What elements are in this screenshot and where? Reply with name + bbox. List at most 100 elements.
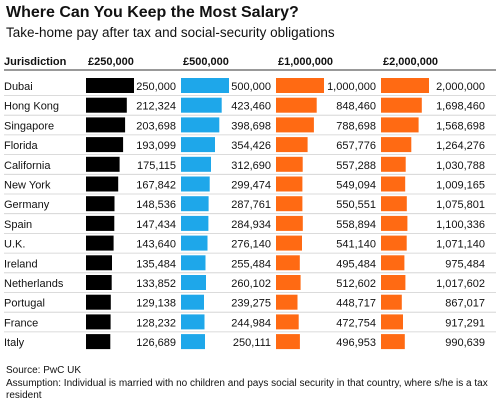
value-label: 975,484 (445, 258, 485, 270)
value-label: 354,426 (231, 140, 271, 152)
bar (86, 275, 112, 290)
source-note: Source: PwC UK (6, 365, 82, 376)
bar (181, 215, 209, 231)
value-label: 495,484 (336, 258, 376, 270)
value-label: 284,934 (231, 219, 271, 231)
bar (181, 334, 205, 350)
bar (86, 176, 119, 192)
bar (86, 78, 134, 93)
value-label: 512,602 (336, 278, 376, 290)
value-label: 143,640 (136, 239, 176, 251)
row-label: Singapore (4, 120, 54, 132)
row-label: Ireland (4, 258, 38, 270)
value-label: 1,568,698 (436, 120, 485, 132)
bar (86, 215, 115, 231)
value-label: 250,111 (233, 337, 271, 349)
value-label: 1,264,276 (436, 140, 485, 152)
value-label: 1,030,788 (436, 160, 485, 172)
value-label: 128,232 (136, 317, 176, 329)
value-label: 1,009,165 (436, 180, 485, 192)
bar (86, 314, 111, 330)
bar (86, 137, 124, 153)
value-label: 1,000,000 (327, 81, 376, 93)
row-label: Portugal (4, 298, 45, 310)
bar (181, 255, 206, 271)
bar (181, 275, 206, 290)
value-label: 1,071,140 (436, 239, 485, 251)
row-label: Italy (4, 337, 25, 349)
bar (381, 275, 406, 290)
bar (381, 294, 402, 310)
bar (276, 137, 308, 153)
row-label: Dubai (4, 81, 33, 93)
bar (181, 156, 211, 172)
value-label: 1,075,801 (436, 199, 485, 211)
bar (276, 97, 317, 113)
bar (276, 117, 314, 133)
bar (86, 334, 111, 350)
value-label: 287,761 (231, 199, 271, 211)
bar (181, 314, 205, 330)
value-label: 203,698 (136, 120, 176, 132)
row-label: New York (4, 180, 51, 192)
bar (381, 314, 403, 330)
bar (276, 196, 303, 212)
header-series-1: £500,000 (183, 56, 229, 68)
value-label: 558,894 (336, 219, 376, 231)
row-label: Spain (4, 219, 32, 231)
value-label: 496,953 (336, 337, 376, 349)
bar (276, 156, 303, 172)
value-label: 990,639 (445, 337, 485, 349)
bar (86, 117, 126, 133)
bar (181, 97, 222, 113)
bar (276, 176, 303, 192)
value-label: 472,754 (336, 317, 376, 329)
bar (381, 78, 429, 93)
value-label: 250,000 (136, 81, 176, 93)
bar (276, 334, 300, 350)
bar (381, 215, 408, 231)
value-label: 276,140 (231, 239, 271, 251)
value-label: 1,698,460 (436, 101, 485, 113)
row-label: Florida (4, 140, 39, 152)
chart-title: Where Can You Keep the Most Salary? (6, 4, 299, 21)
row-label: U.K. (4, 239, 25, 251)
value-label: 175,115 (137, 160, 176, 172)
value-label: 867,017 (445, 298, 485, 310)
bar (86, 196, 115, 212)
bar (276, 235, 302, 251)
value-label: 167,842 (136, 180, 176, 192)
bar (381, 235, 407, 251)
bar (86, 294, 111, 310)
value-label: 148,536 (136, 199, 176, 211)
value-label: 299,474 (231, 180, 271, 192)
bar-chart: Jurisdiction £250,000 £500,000 £1,000,000 £2… (4, 56, 496, 350)
bar (381, 255, 405, 271)
bar (86, 235, 114, 251)
row-label: Hong Kong (4, 101, 59, 113)
header-jurisdiction: Jurisdiction (4, 56, 67, 68)
assumption-note: Assumption: Individual is married with n… (6, 378, 488, 401)
header-series-3: £2,000,000 (383, 56, 438, 68)
value-label: 239,275 (231, 298, 271, 310)
value-label: 193,099 (136, 140, 176, 152)
value-label: 133,852 (136, 278, 176, 290)
row-label: Germany (4, 199, 50, 211)
value-label: 1,017,602 (436, 278, 485, 290)
bar (381, 137, 412, 153)
header-series-0: £250,000 (88, 56, 134, 68)
value-label: 423,460 (231, 101, 271, 113)
bar (86, 97, 127, 113)
row-label: California (4, 160, 51, 172)
row-label: Netherlands (4, 278, 64, 290)
value-label: 2,000,000 (436, 81, 485, 93)
bar (381, 196, 407, 212)
value-label: 312,690 (231, 160, 271, 172)
value-label: 549,094 (336, 180, 376, 192)
bar (86, 156, 120, 172)
bar (181, 176, 210, 192)
header-series-2: £1,000,000 (278, 56, 333, 68)
bar (276, 255, 300, 271)
chart-subtitle: Take-home pay after tax and social-secur… (6, 25, 335, 40)
bar (181, 196, 209, 212)
